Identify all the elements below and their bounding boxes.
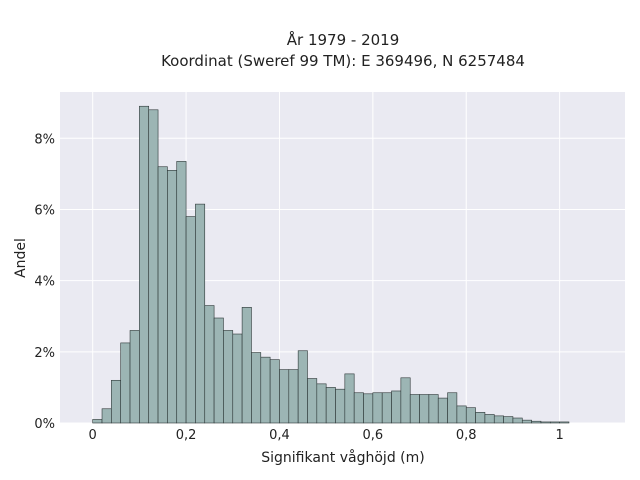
chart-title: År 1979 - 2019 bbox=[287, 30, 400, 49]
histogram-bar-12 bbox=[204, 305, 215, 424]
x-tick-label-0: 0 bbox=[89, 428, 97, 443]
histogram-bar-47 bbox=[531, 420, 542, 424]
histogram-bar-15 bbox=[232, 333, 243, 424]
y-tick-label-0: 0% bbox=[34, 417, 55, 432]
histogram-bar-42 bbox=[484, 414, 495, 424]
histogram-bar-30 bbox=[372, 392, 383, 424]
chart-subtitle: Koordinat (Sweref 99 TM): E 369496, N 62… bbox=[161, 52, 525, 70]
histogram-bar-11 bbox=[195, 203, 206, 424]
histogram-bar-20 bbox=[279, 369, 290, 424]
histogram-bar-14 bbox=[223, 330, 234, 424]
histogram-bar-46 bbox=[521, 419, 532, 424]
histogram-bar-10 bbox=[185, 216, 196, 424]
histogram-bar-29 bbox=[363, 393, 374, 424]
histogram-bars bbox=[92, 105, 570, 424]
histogram-bar-8 bbox=[167, 170, 178, 424]
histogram-bar-32 bbox=[391, 390, 402, 424]
histogram-bar-21 bbox=[288, 369, 299, 424]
y-tick-label-3: 6% bbox=[34, 203, 55, 218]
histogram-bar-44 bbox=[503, 416, 514, 424]
histogram-bar-27 bbox=[344, 373, 355, 424]
histogram-bar-9 bbox=[176, 161, 187, 424]
x-axis-label: Signifikant våghöjd (m) bbox=[261, 449, 424, 466]
histogram-bar-5 bbox=[139, 105, 150, 424]
y-tick-label-1: 2% bbox=[34, 346, 55, 361]
histogram-bar-37 bbox=[437, 397, 448, 424]
histogram-bar-4 bbox=[129, 330, 140, 424]
histogram-bar-6 bbox=[148, 109, 159, 424]
histogram-bar-38 bbox=[447, 392, 458, 424]
histogram-bar-3 bbox=[120, 342, 131, 424]
histogram-bar-13 bbox=[213, 317, 224, 424]
y-axis-label: Andel bbox=[13, 238, 29, 278]
x-tick-label-4: 0,8 bbox=[456, 428, 477, 443]
histogram-bar-34 bbox=[409, 394, 420, 424]
histogram-bar-22 bbox=[297, 350, 308, 424]
histogram-bar-31 bbox=[381, 392, 392, 424]
histogram-bar-40 bbox=[465, 407, 476, 424]
histogram-bar-50 bbox=[559, 421, 570, 424]
histogram-bar-45 bbox=[512, 417, 523, 424]
histogram-bar-16 bbox=[241, 307, 252, 424]
histogram-bar-19 bbox=[269, 359, 280, 424]
tick-labels: 0 0,2 0,4 0,6 0,8 1 0% 2% 4% 6% 8% bbox=[34, 132, 563, 443]
histogram-bar-7 bbox=[157, 166, 168, 424]
histogram-bar-25 bbox=[325, 387, 336, 424]
x-tick-label-2: 0,4 bbox=[269, 428, 290, 443]
y-tick-label-4: 8% bbox=[34, 132, 55, 147]
histogram-bar-2 bbox=[111, 379, 122, 424]
histogram-bar-33 bbox=[400, 377, 411, 424]
histogram-bar-41 bbox=[475, 412, 486, 424]
histogram-bar-39 bbox=[456, 405, 467, 424]
histogram-bar-35 bbox=[419, 394, 430, 424]
histogram-bar-28 bbox=[353, 392, 364, 424]
histogram-bar-23 bbox=[307, 378, 318, 424]
x-tick-label-1: 0,2 bbox=[176, 428, 197, 443]
histogram-bar-18 bbox=[260, 356, 271, 424]
histogram-bar-49 bbox=[549, 421, 560, 424]
histogram-bar-43 bbox=[493, 415, 504, 424]
histogram-bar-0 bbox=[92, 419, 103, 424]
y-tick-label-2: 4% bbox=[34, 275, 55, 290]
histogram-bar-17 bbox=[251, 352, 262, 424]
histogram-bar-1 bbox=[101, 408, 112, 424]
x-tick-label-5: 1 bbox=[555, 428, 563, 443]
histogram-bar-26 bbox=[335, 388, 346, 424]
histogram-bar-36 bbox=[428, 394, 439, 424]
histogram-bar-24 bbox=[316, 383, 327, 424]
x-tick-label-3: 0,6 bbox=[363, 428, 384, 443]
histogram-bar-48 bbox=[540, 421, 551, 424]
